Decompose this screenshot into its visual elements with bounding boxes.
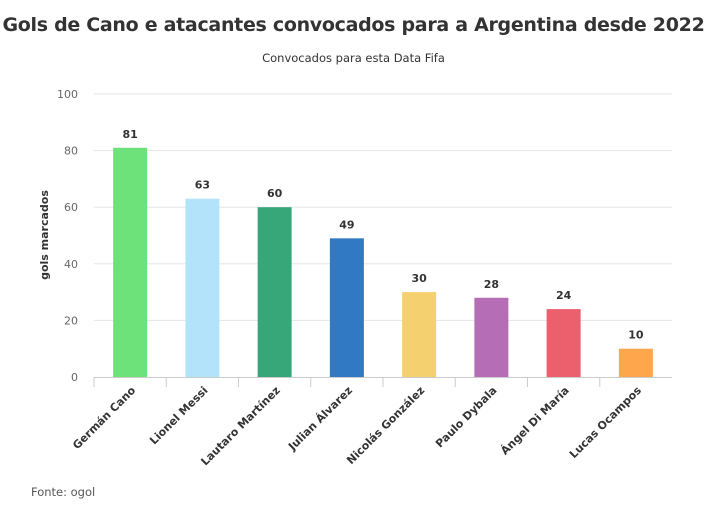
y-axis-ticks: 0 20 40 60 80 100 (57, 88, 78, 384)
data-label: 28 (484, 278, 499, 291)
data-label: 24 (556, 289, 572, 302)
y-tick-label: 80 (64, 145, 78, 158)
x-tick-label: Paulo Dybala (433, 384, 499, 450)
chart-subtitle: Convocados para esta Data Fifa (262, 51, 445, 65)
x-tick-label: Ángel Di María (498, 384, 572, 458)
bar (257, 207, 292, 377)
bar (402, 292, 437, 377)
data-label: 60 (267, 187, 283, 200)
x-tick-label: Lucas Ocampos (567, 384, 644, 461)
gridlines (94, 93, 672, 321)
bar (546, 309, 581, 377)
y-tick-label: 100 (57, 88, 78, 101)
data-label: 30 (411, 272, 427, 285)
y-tick-label: 40 (64, 258, 78, 271)
x-tick-label: Julian Álvarez (285, 384, 355, 454)
data-label: 81 (122, 128, 137, 141)
x-tick-label: Nicolás González (344, 384, 427, 467)
bar (329, 238, 364, 377)
bar (185, 198, 220, 377)
bar (474, 297, 509, 377)
bar (113, 147, 148, 377)
y-axis-label: gols marcados (38, 190, 51, 280)
x-tick-label: Lautaro Martínez (198, 384, 282, 468)
bars: 81 63 60 49 30 28 24 10 (113, 128, 653, 377)
x-tick-label: Lionel Messi (147, 384, 210, 447)
source-note: Fonte: ogol (31, 485, 96, 499)
y-tick-label: 60 (64, 201, 78, 214)
data-label: 49 (339, 218, 354, 231)
x-tick-label: Germán Cano (70, 384, 138, 452)
y-tick-label: 20 (64, 314, 78, 327)
data-label: 63 (195, 179, 210, 192)
bar (618, 348, 653, 377)
chart-title: Gols de Cano e atacantes convocados para… (2, 14, 705, 36)
y-tick-label: 0 (71, 371, 78, 384)
data-label: 10 (628, 329, 644, 342)
